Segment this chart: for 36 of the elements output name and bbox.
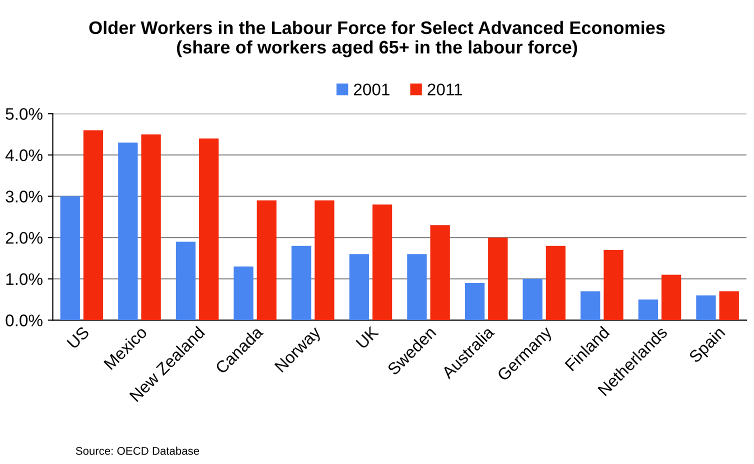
- bar: [719, 291, 739, 320]
- bar: [430, 225, 450, 320]
- bar: [141, 134, 161, 320]
- bar: [60, 196, 80, 320]
- bar: [256, 200, 276, 320]
- y-tick-label: 3.0%: [6, 190, 42, 202]
- y-tick-label: 0.0%: [6, 314, 42, 326]
- bar: [234, 266, 254, 320]
- bar: [522, 278, 542, 320]
- bar: [292, 246, 312, 320]
- bar: [661, 274, 682, 320]
- bar: [580, 291, 600, 320]
- bar: [604, 250, 624, 320]
- bar: [199, 138, 219, 320]
- chart-title: Older Workers in the Labour Force for Select Advanced Economies (share of workers aged 65+ in the labour force): [89, 20, 665, 58]
- bar: [464, 282, 485, 320]
- bar: [638, 300, 658, 320]
- legend-label: 2011: [428, 84, 462, 96]
- bar: [372, 204, 392, 320]
- source-note: Source: OECD Database: [76, 446, 200, 455]
- y-tick-label: 1.0%: [6, 273, 42, 286]
- y-tick-label: 5.0%: [6, 108, 42, 120]
- bar: [546, 246, 566, 320]
- bar: [488, 238, 508, 320]
- bar: [118, 142, 138, 320]
- y-tick-label: 2.0%: [6, 232, 42, 244]
- x-tick-label: UK: [356, 326, 380, 350]
- bar: [407, 254, 427, 320]
- bar: [696, 295, 716, 320]
- y-tick-label: 4.0%: [5, 149, 42, 162]
- bar: [349, 254, 369, 320]
- legend-label: 2001: [354, 84, 390, 96]
- bar: [83, 130, 104, 320]
- bar: [314, 200, 334, 320]
- bar: [176, 242, 196, 320]
- x-tick-label: US: [66, 326, 90, 350]
